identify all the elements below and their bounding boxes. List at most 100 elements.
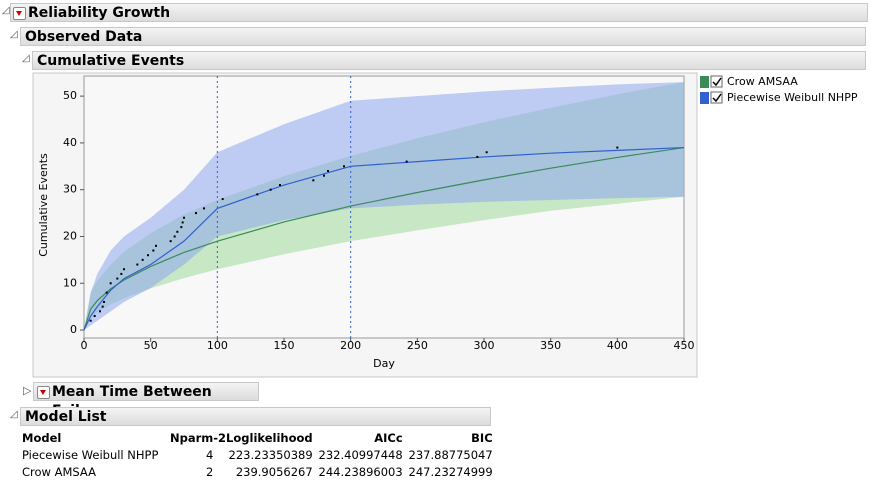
event-point <box>141 258 144 261</box>
table-cell: 239.9056267 <box>235 465 313 479</box>
event-point <box>176 230 179 233</box>
y-tick-label: 30 <box>63 183 77 196</box>
y-axis-label: Cumulative Events <box>37 153 50 257</box>
outline-header[interactable]: Cumulative Events <box>32 51 866 70</box>
event-point <box>93 315 96 318</box>
event-point <box>343 165 345 168</box>
confidence-band <box>84 82 684 331</box>
event-point <box>180 226 183 229</box>
check-mark <box>712 93 722 103</box>
header-title: Observed Data <box>25 29 143 45</box>
outline-header[interactable]: Mean Time Between Failures <box>33 382 259 419</box>
legend-swatch <box>700 76 709 88</box>
disclosure-icon[interactable]: ◿ <box>10 29 18 40</box>
x-tick-label: 0 <box>81 339 88 352</box>
table-cell: Crow AMSAA <box>22 465 96 479</box>
legend-swatch <box>700 92 709 104</box>
event-point <box>147 254 149 257</box>
x-tick-label: 350 <box>540 339 561 352</box>
x-tick-label: 200 <box>340 339 361 352</box>
event-point <box>136 263 139 266</box>
event-point <box>279 184 281 187</box>
header-title: Cumulative Events <box>37 53 185 69</box>
x-tick-label: 400 <box>607 339 628 352</box>
event-point <box>169 240 172 243</box>
event-point <box>183 216 185 219</box>
event-point <box>195 212 197 215</box>
x-tick-label: 450 <box>674 339 695 352</box>
series-line <box>83 146 685 331</box>
table-row: Piecewise Weibull NHPP 4 223.23350389 232.4… <box>22 447 493 464</box>
column-header: AICc <box>374 431 403 445</box>
event-point <box>327 169 329 172</box>
outline-header[interactable]: Reliability Growth <box>10 3 868 22</box>
event-point <box>485 151 488 154</box>
legend-label: Piecewise Weibull NHPP <box>727 91 858 104</box>
x-tick-label: 300 <box>474 339 495 352</box>
table-cell: 247.23274999 <box>408 465 493 479</box>
header-title: Model List <box>25 409 107 425</box>
table-cell: 232.40997448 <box>318 448 403 462</box>
check-mark <box>712 77 722 87</box>
outline-header[interactable]: Observed Data <box>20 27 866 46</box>
y-tick-label: 10 <box>63 276 77 289</box>
legend-checkbox[interactable] <box>710 75 723 88</box>
x-axis-label: Day <box>373 357 395 370</box>
event-point <box>99 310 101 313</box>
column-header: Nparm <box>170 431 214 445</box>
y-tick-label: 50 <box>63 89 77 102</box>
model-table: Model Nparm -2Loglikelihood AICc BIC Piecewis… <box>22 430 493 481</box>
event-point <box>203 207 205 210</box>
event-point <box>89 319 92 322</box>
event-point <box>323 174 325 177</box>
column-header: -2Loglikelihood <box>213 431 313 445</box>
table-cell: 4 <box>205 448 214 462</box>
disclosure-icon[interactable]: ◿ <box>10 409 18 420</box>
x-tick-label: 100 <box>207 339 228 352</box>
menu-icon[interactable] <box>13 7 26 20</box>
event-point <box>256 193 259 196</box>
event-point <box>123 268 125 271</box>
y-tick-label: 20 <box>63 229 77 242</box>
event-point <box>109 282 112 285</box>
table-cell: 244.23896003 <box>318 465 403 479</box>
chart: Cumulative Events Day 0 10 20 30 40 50 0 50 100 1… <box>32 72 858 378</box>
event-point <box>476 155 479 158</box>
event-point <box>269 188 272 191</box>
event-point <box>312 179 315 182</box>
x-tick-label: 250 <box>407 339 428 352</box>
event-point <box>616 146 619 149</box>
table-row: Crow AMSAA 2 239.9056267 244.23896003 247.23… <box>22 464 493 481</box>
event-point <box>103 300 105 303</box>
table-cell: 223.23350389 <box>228 448 313 462</box>
event-point <box>405 160 408 163</box>
legend-checkbox[interactable] <box>710 91 723 104</box>
outline-header[interactable]: Model List <box>20 407 491 426</box>
event-point <box>105 291 108 294</box>
column-header: BIC <box>471 431 493 445</box>
disclosure-icon[interactable]: ▷ <box>23 384 32 397</box>
x-tick-label: 150 <box>274 339 295 352</box>
event-point <box>221 198 224 201</box>
event-point <box>152 249 155 252</box>
table-cell: 2 <box>205 465 214 479</box>
disclosure-icon[interactable]: ◿ <box>22 53 30 64</box>
event-point <box>101 305 104 308</box>
table-cell: 237.88775047 <box>408 448 493 462</box>
y-tick-label: 0 <box>70 323 77 336</box>
column-header: Model <box>22 431 62 445</box>
series-line <box>83 146 685 331</box>
y-tick-label: 40 <box>63 136 77 149</box>
table-cell: Piecewise Weibull NHPP <box>22 448 159 462</box>
event-point <box>173 235 176 238</box>
event-point <box>155 244 157 247</box>
menu-icon[interactable] <box>37 386 50 399</box>
legend-label: Crow AMSAA <box>727 75 798 88</box>
event-point <box>116 277 119 280</box>
event-point <box>120 272 123 275</box>
event-point <box>181 221 184 224</box>
x-tick-label: 50 <box>144 339 158 352</box>
disclosure-icon[interactable]: ◿ <box>2 5 10 16</box>
header-row: Model Nparm -2Loglikelihood AICc BIC <box>22 430 493 447</box>
